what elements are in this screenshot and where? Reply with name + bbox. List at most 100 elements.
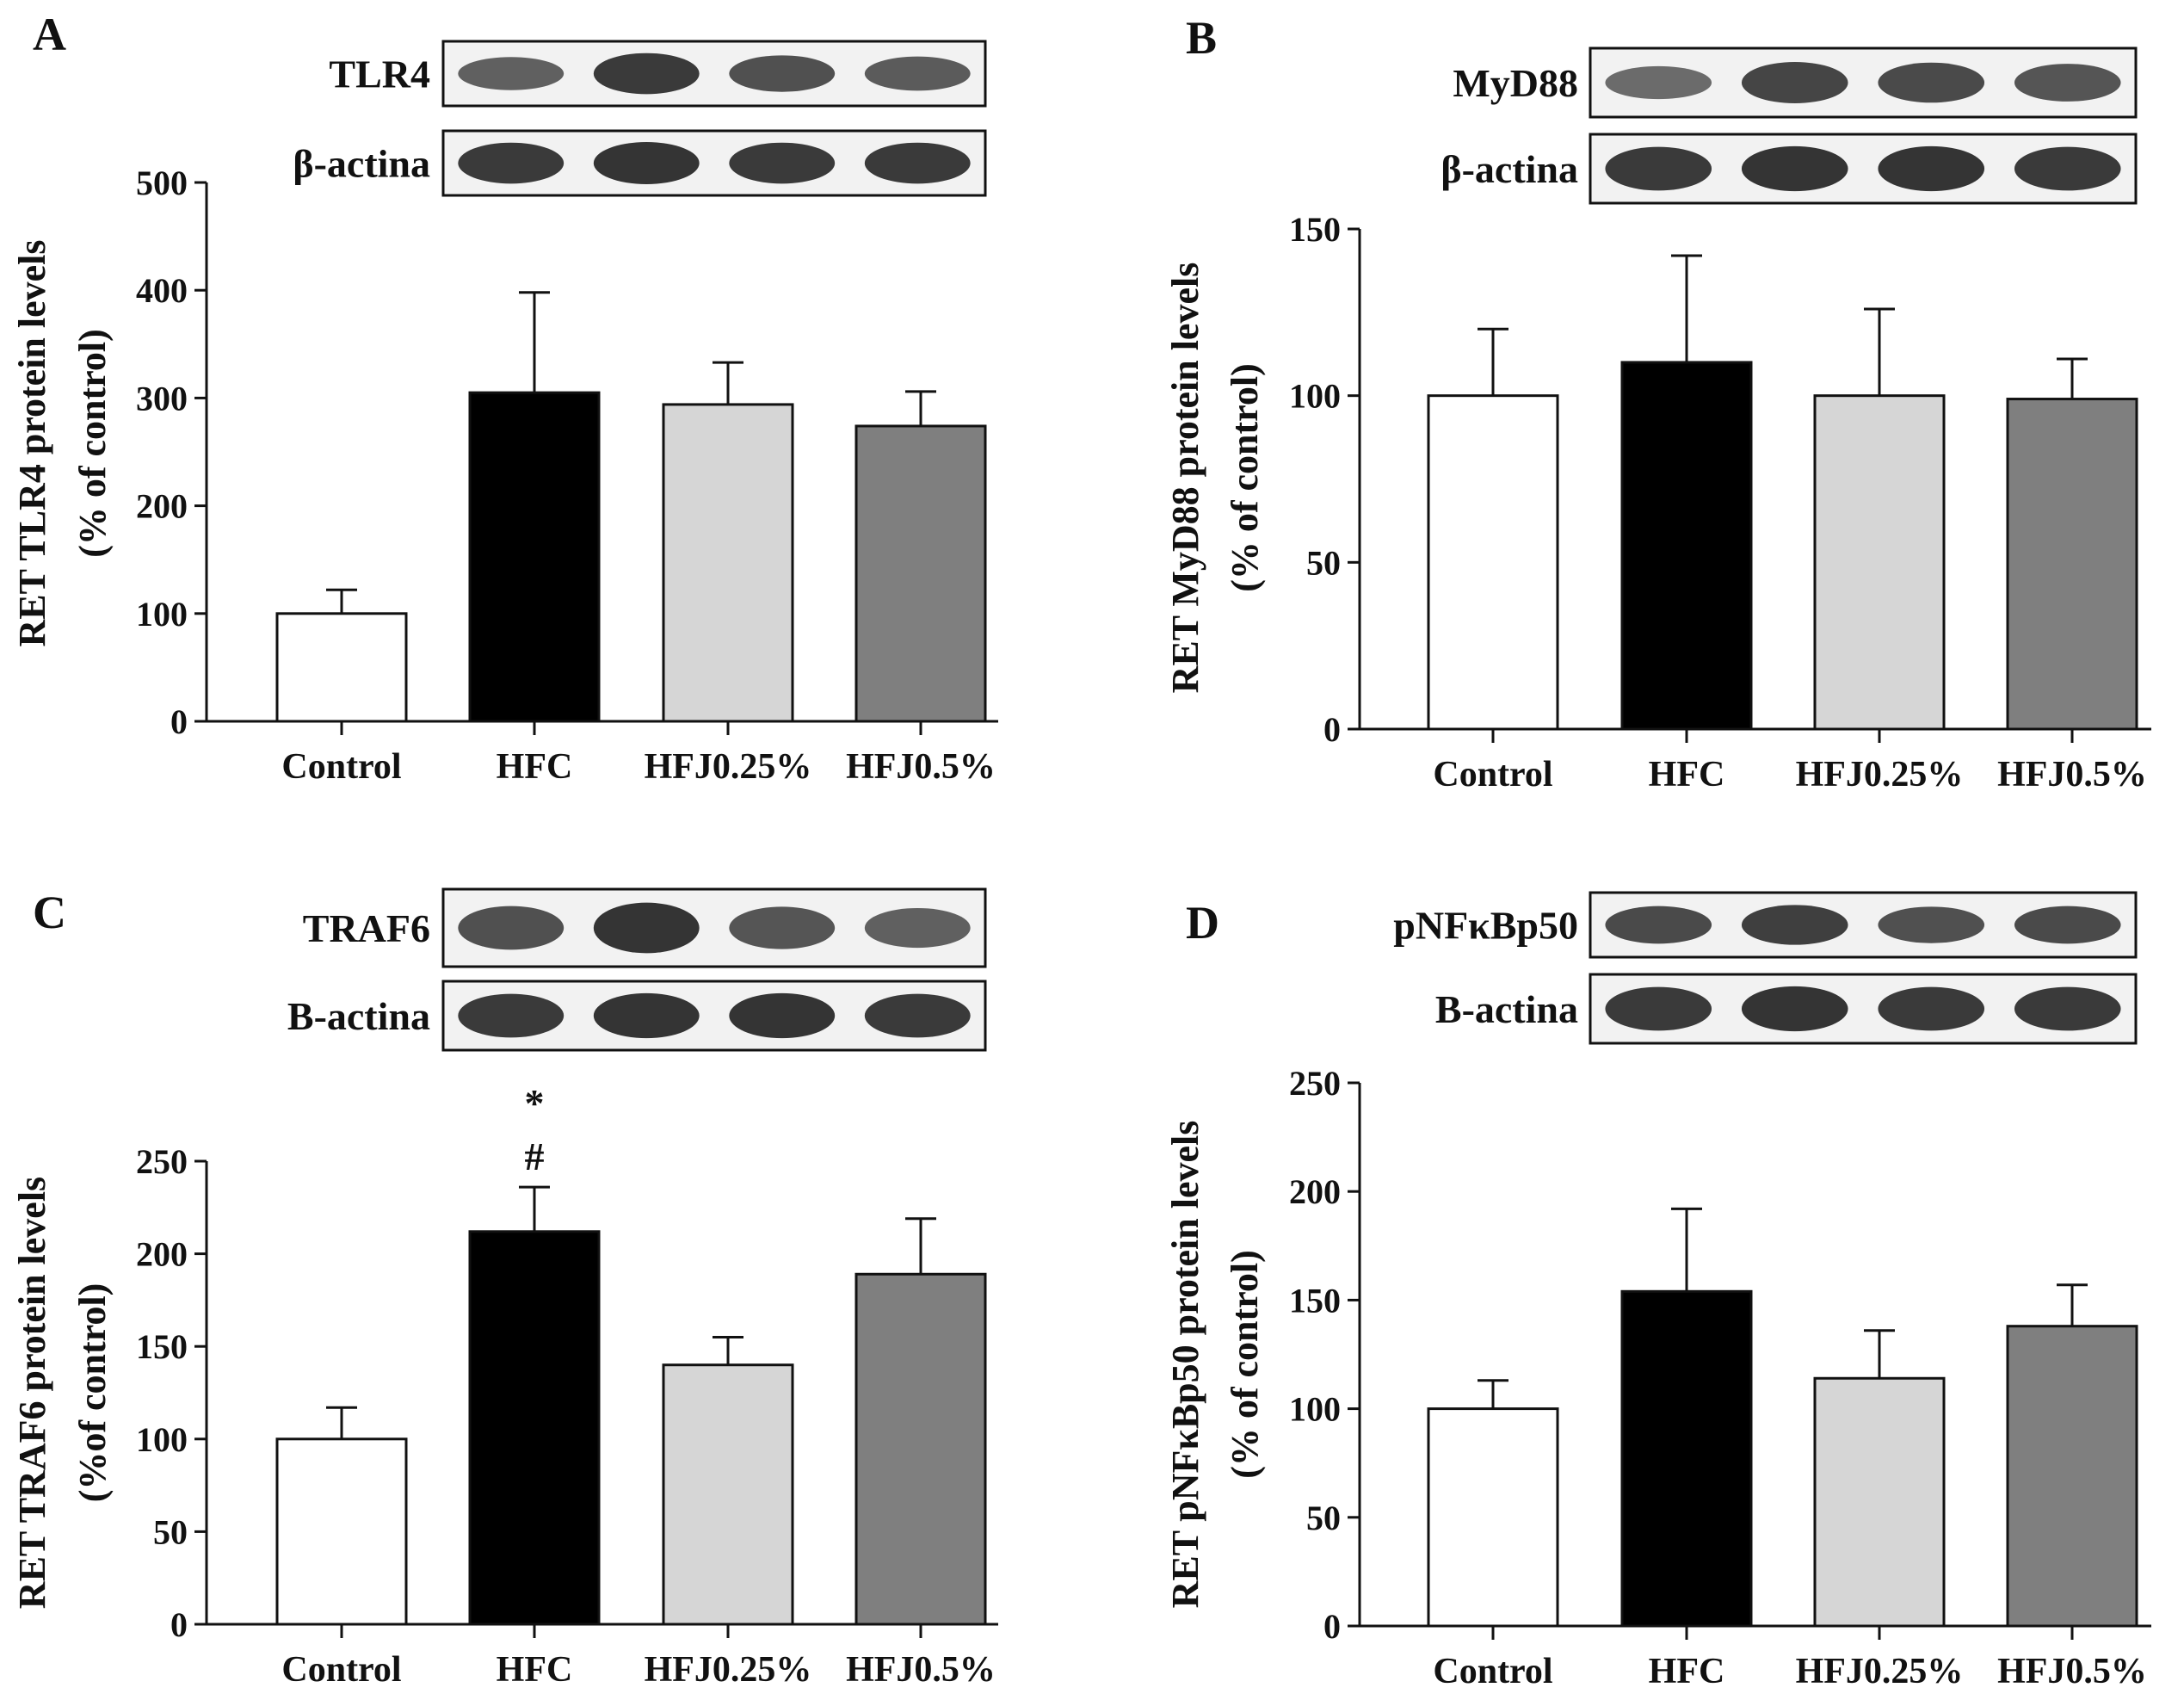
- x-tick-label: HFJ0.5%: [1997, 1652, 2147, 1691]
- blot-band: [1741, 986, 1848, 1032]
- y-tick-label: 150: [1289, 210, 1341, 249]
- x-tick-label: Control: [1433, 1652, 1552, 1691]
- bar-HFJ0.25%: [662, 1363, 794, 1626]
- y-axis-label-line: (% of control): [1224, 363, 1266, 592]
- blot-label: TLR4: [329, 53, 430, 96]
- y-tick-label: 100: [136, 1420, 188, 1459]
- blot-band: [458, 142, 565, 184]
- blot-band: [864, 907, 971, 949]
- y-axis-label: RET TRAF6 protein levels (%of control): [11, 1177, 114, 1609]
- bar-HFJ0.5%: [2006, 1325, 2138, 1628]
- blot-band: [1605, 146, 1712, 191]
- blot-band: [1878, 62, 1985, 103]
- y-tick-label: 0: [1323, 1607, 1341, 1646]
- blot-label: B-actina: [1435, 987, 1578, 1031]
- y-axis-label-line: RET TRAF6 protein levels: [11, 1177, 53, 1609]
- panel-label: D: [1186, 897, 1219, 949]
- blot-label: β-actina: [293, 142, 430, 186]
- y-tick-label: 250: [1289, 1064, 1341, 1103]
- blot-label: MyD88: [1453, 61, 1578, 105]
- y-axis-label-line: (% of control): [1224, 1250, 1266, 1479]
- blot-band: [458, 906, 565, 950]
- bar-HFC: [468, 391, 601, 723]
- x-tick-label: HFC: [1649, 1652, 1725, 1691]
- bar-HFC: [1620, 1289, 1753, 1628]
- x-tick-label: Control: [281, 1650, 401, 1690]
- x-tick-label: HFC: [1649, 755, 1725, 794]
- bar-HFJ0.5%: [854, 1272, 987, 1626]
- blot-band: [458, 57, 565, 90]
- y-tick-label: 150: [1289, 1281, 1341, 1320]
- bar-HFJ0.5%: [2006, 398, 2138, 731]
- western-blot-strip: TLR4: [329, 40, 987, 108]
- x-tick-label: HFJ0.5%: [846, 1650, 996, 1690]
- bar-HFC: [468, 1230, 601, 1626]
- blot-band: [729, 142, 836, 184]
- y-tick-label: 300: [136, 379, 188, 417]
- panel-label: C: [33, 887, 66, 938]
- bar-HFJ0.5%: [854, 424, 987, 723]
- blot-label: TRAF6: [303, 906, 430, 950]
- x-tick-label: HFJ0.5%: [846, 747, 996, 787]
- blot-band: [864, 56, 971, 91]
- bar-HFJ0.25%: [1813, 1376, 1946, 1628]
- western-blot-strip: pNFκBp50: [1393, 891, 2138, 959]
- chart-panel-B: B MyD88 β-actina 0 50 100 150 RET MyD88 protein…: [1164, 12, 2151, 794]
- bar-HFJ0.25%: [662, 403, 794, 723]
- blot-band: [2014, 986, 2121, 1031]
- y-tick-label: 250: [136, 1142, 188, 1181]
- y-tick-label: 200: [136, 1235, 188, 1274]
- blot-band: [1878, 145, 1985, 192]
- western-blot-strip: TRAF6: [303, 887, 987, 968]
- bar-HFC: [1620, 361, 1753, 731]
- x-tick-label: Control: [281, 747, 401, 787]
- y-tick-label: 50: [1306, 543, 1341, 582]
- y-axis-label-line: RET MyD88 protein levels: [1164, 263, 1206, 694]
- y-axis-label: RET MyD88 protein levels (% of control): [1164, 263, 1266, 694]
- bar-Control: [1427, 1407, 1559, 1628]
- y-axis-label-line: (%of control): [71, 1283, 114, 1503]
- blot-band: [1605, 65, 1712, 100]
- x-tick-label: HFJ0.25%: [645, 747, 812, 787]
- blot-band: [729, 906, 836, 949]
- bar-Control: [1427, 394, 1559, 731]
- y-tick-label: 200: [136, 487, 188, 526]
- chart-panel-C: C TRAF6 B-actina 0 50 100 150 200 250 RET TRAF6 p…: [11, 887, 998, 1690]
- blot-band: [593, 902, 700, 954]
- x-tick-label: HFJ0.25%: [1796, 1652, 1964, 1691]
- significance-mark: #: [525, 1134, 545, 1178]
- x-tick-label: HFC: [497, 747, 573, 787]
- western-blot-strip: B-actina: [1435, 973, 2138, 1045]
- y-axis-label: RET TLR4 protein levels (% of control): [11, 239, 114, 646]
- y-tick-label: 0: [1323, 710, 1341, 749]
- western-blot-strip: B-actina: [287, 980, 987, 1052]
- y-axis-label-line: RET pNFκBp50 protein levels: [1164, 1121, 1206, 1609]
- bar-Control: [275, 612, 408, 723]
- western-blot-strip: MyD88: [1453, 46, 2138, 119]
- blot-label: B-actina: [287, 994, 430, 1038]
- western-blot-strip: β-actina: [1441, 133, 2138, 205]
- blot-band: [1741, 62, 1848, 103]
- x-tick-label: HFC: [497, 1650, 573, 1690]
- y-tick-label: 0: [170, 702, 188, 741]
- blot-band: [864, 142, 971, 184]
- y-tick-label: 100: [1289, 1390, 1341, 1429]
- blot-band: [1878, 906, 1985, 943]
- blot-band: [1605, 906, 1712, 944]
- x-tick-label: HFJ0.25%: [1796, 755, 1964, 794]
- x-tick-label: Control: [1433, 755, 1552, 794]
- blot-label: pNFκBp50: [1393, 904, 1578, 948]
- bar-Control: [275, 1437, 408, 1626]
- blot-band: [2014, 146, 2121, 191]
- blot-band: [593, 142, 700, 184]
- y-tick-label: 50: [1306, 1499, 1341, 1537]
- western-blot-strip: β-actina: [293, 129, 987, 197]
- bar-HFJ0.25%: [1813, 394, 1946, 731]
- y-axis-label-line: RET TLR4 protein levels: [11, 239, 53, 646]
- blot-label: β-actina: [1441, 147, 1578, 191]
- blot-band: [1741, 145, 1848, 192]
- y-tick-label: 100: [1289, 377, 1341, 416]
- blot-band: [593, 53, 700, 95]
